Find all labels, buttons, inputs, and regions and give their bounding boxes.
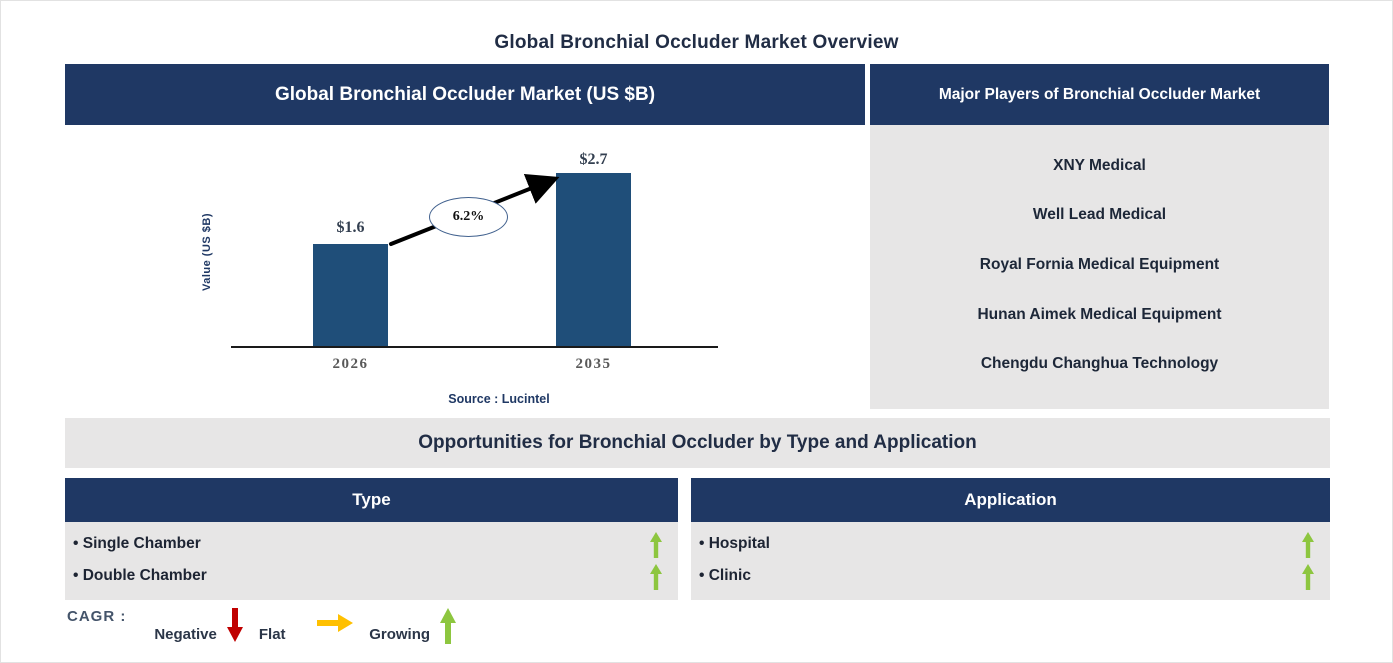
- major-players-header: Major Players of Bronchial Occluder Mark…: [870, 64, 1329, 125]
- application-item-label: Clinic: [699, 567, 751, 585]
- x-tick-2035: 2035: [575, 356, 612, 372]
- market-bar-chart: Value (US $B) $1.6 $2.7 6.2% 2026 2035 S…: [65, 125, 865, 411]
- down-arrow-icon: [226, 608, 243, 642]
- growth-arrow: [389, 173, 560, 246]
- player-item: XNY Medical: [1053, 156, 1146, 174]
- player-item: Hunan Aimek Medical Equipment: [977, 305, 1222, 323]
- legend-entry-negative: Negative <0%: [154, 608, 259, 662]
- player-item: Royal Fornia Medical Equipment: [979, 255, 1220, 273]
- cagr-legend: CAGR : Negative <0% Flat 0%-3% Growing >…: [67, 608, 472, 662]
- type-item-label: Double Chamber: [73, 567, 207, 585]
- list-item: Hospital: [699, 528, 1320, 560]
- application-column-header: Application: [691, 478, 1330, 522]
- player-item: Well Lead Medical: [1032, 206, 1167, 224]
- legend-entry-growing: Growing >3%: [369, 608, 472, 662]
- legend-name: Flat: [258, 626, 286, 643]
- right-arrow-icon: [317, 614, 354, 632]
- legend-name: Negative: [154, 626, 217, 643]
- up-arrow-icon: [1302, 564, 1314, 590]
- y-axis-label: Value (US $B): [201, 212, 213, 292]
- player-item: Chengdu Changhua Technology: [980, 355, 1219, 373]
- cagr-annotation-value: 6.2%: [452, 209, 485, 224]
- type-column-body: Single Chamber Double Chamber: [65, 522, 678, 600]
- legend-name: Growing: [369, 626, 431, 643]
- list-item: Double Chamber: [73, 560, 668, 592]
- type-item-label: Single Chamber: [73, 535, 201, 553]
- bar-value-label: $1.6: [336, 219, 365, 236]
- x-axis-line: [231, 346, 718, 348]
- opportunities-title: Opportunities for Bronchial Occluder by …: [65, 418, 1330, 468]
- source-note: Source : Lucintel: [448, 392, 550, 406]
- bar-value-label: $2.7: [579, 151, 608, 168]
- application-item-label: Hospital: [699, 535, 770, 553]
- page-title: Global Bronchial Occluder Market Overvie…: [494, 32, 899, 53]
- up-arrow-icon: [650, 564, 662, 590]
- bar-2035: [556, 173, 631, 346]
- list-item: Single Chamber: [73, 528, 668, 560]
- up-arrow-icon: [1302, 532, 1314, 558]
- up-arrow-icon: [440, 608, 457, 644]
- bar-2026: [313, 243, 388, 346]
- type-column-header: Type: [65, 478, 678, 522]
- cagr-annotation-bubble: 6.2%: [429, 197, 508, 237]
- legend-entry-flat: Flat 0%-3%: [258, 608, 369, 662]
- up-arrow-icon: [650, 532, 662, 558]
- list-item: Clinic: [699, 560, 1320, 592]
- market-chart-header: Global Bronchial Occluder Market (US $B): [65, 64, 865, 125]
- cagr-legend-label: CAGR :: [67, 608, 127, 625]
- major-players-list: XNY Medical Well Lead Medical Royal Forn…: [870, 125, 1329, 409]
- application-column-body: Hospital Clinic: [691, 522, 1330, 600]
- x-tick-2026: 2026: [332, 356, 369, 372]
